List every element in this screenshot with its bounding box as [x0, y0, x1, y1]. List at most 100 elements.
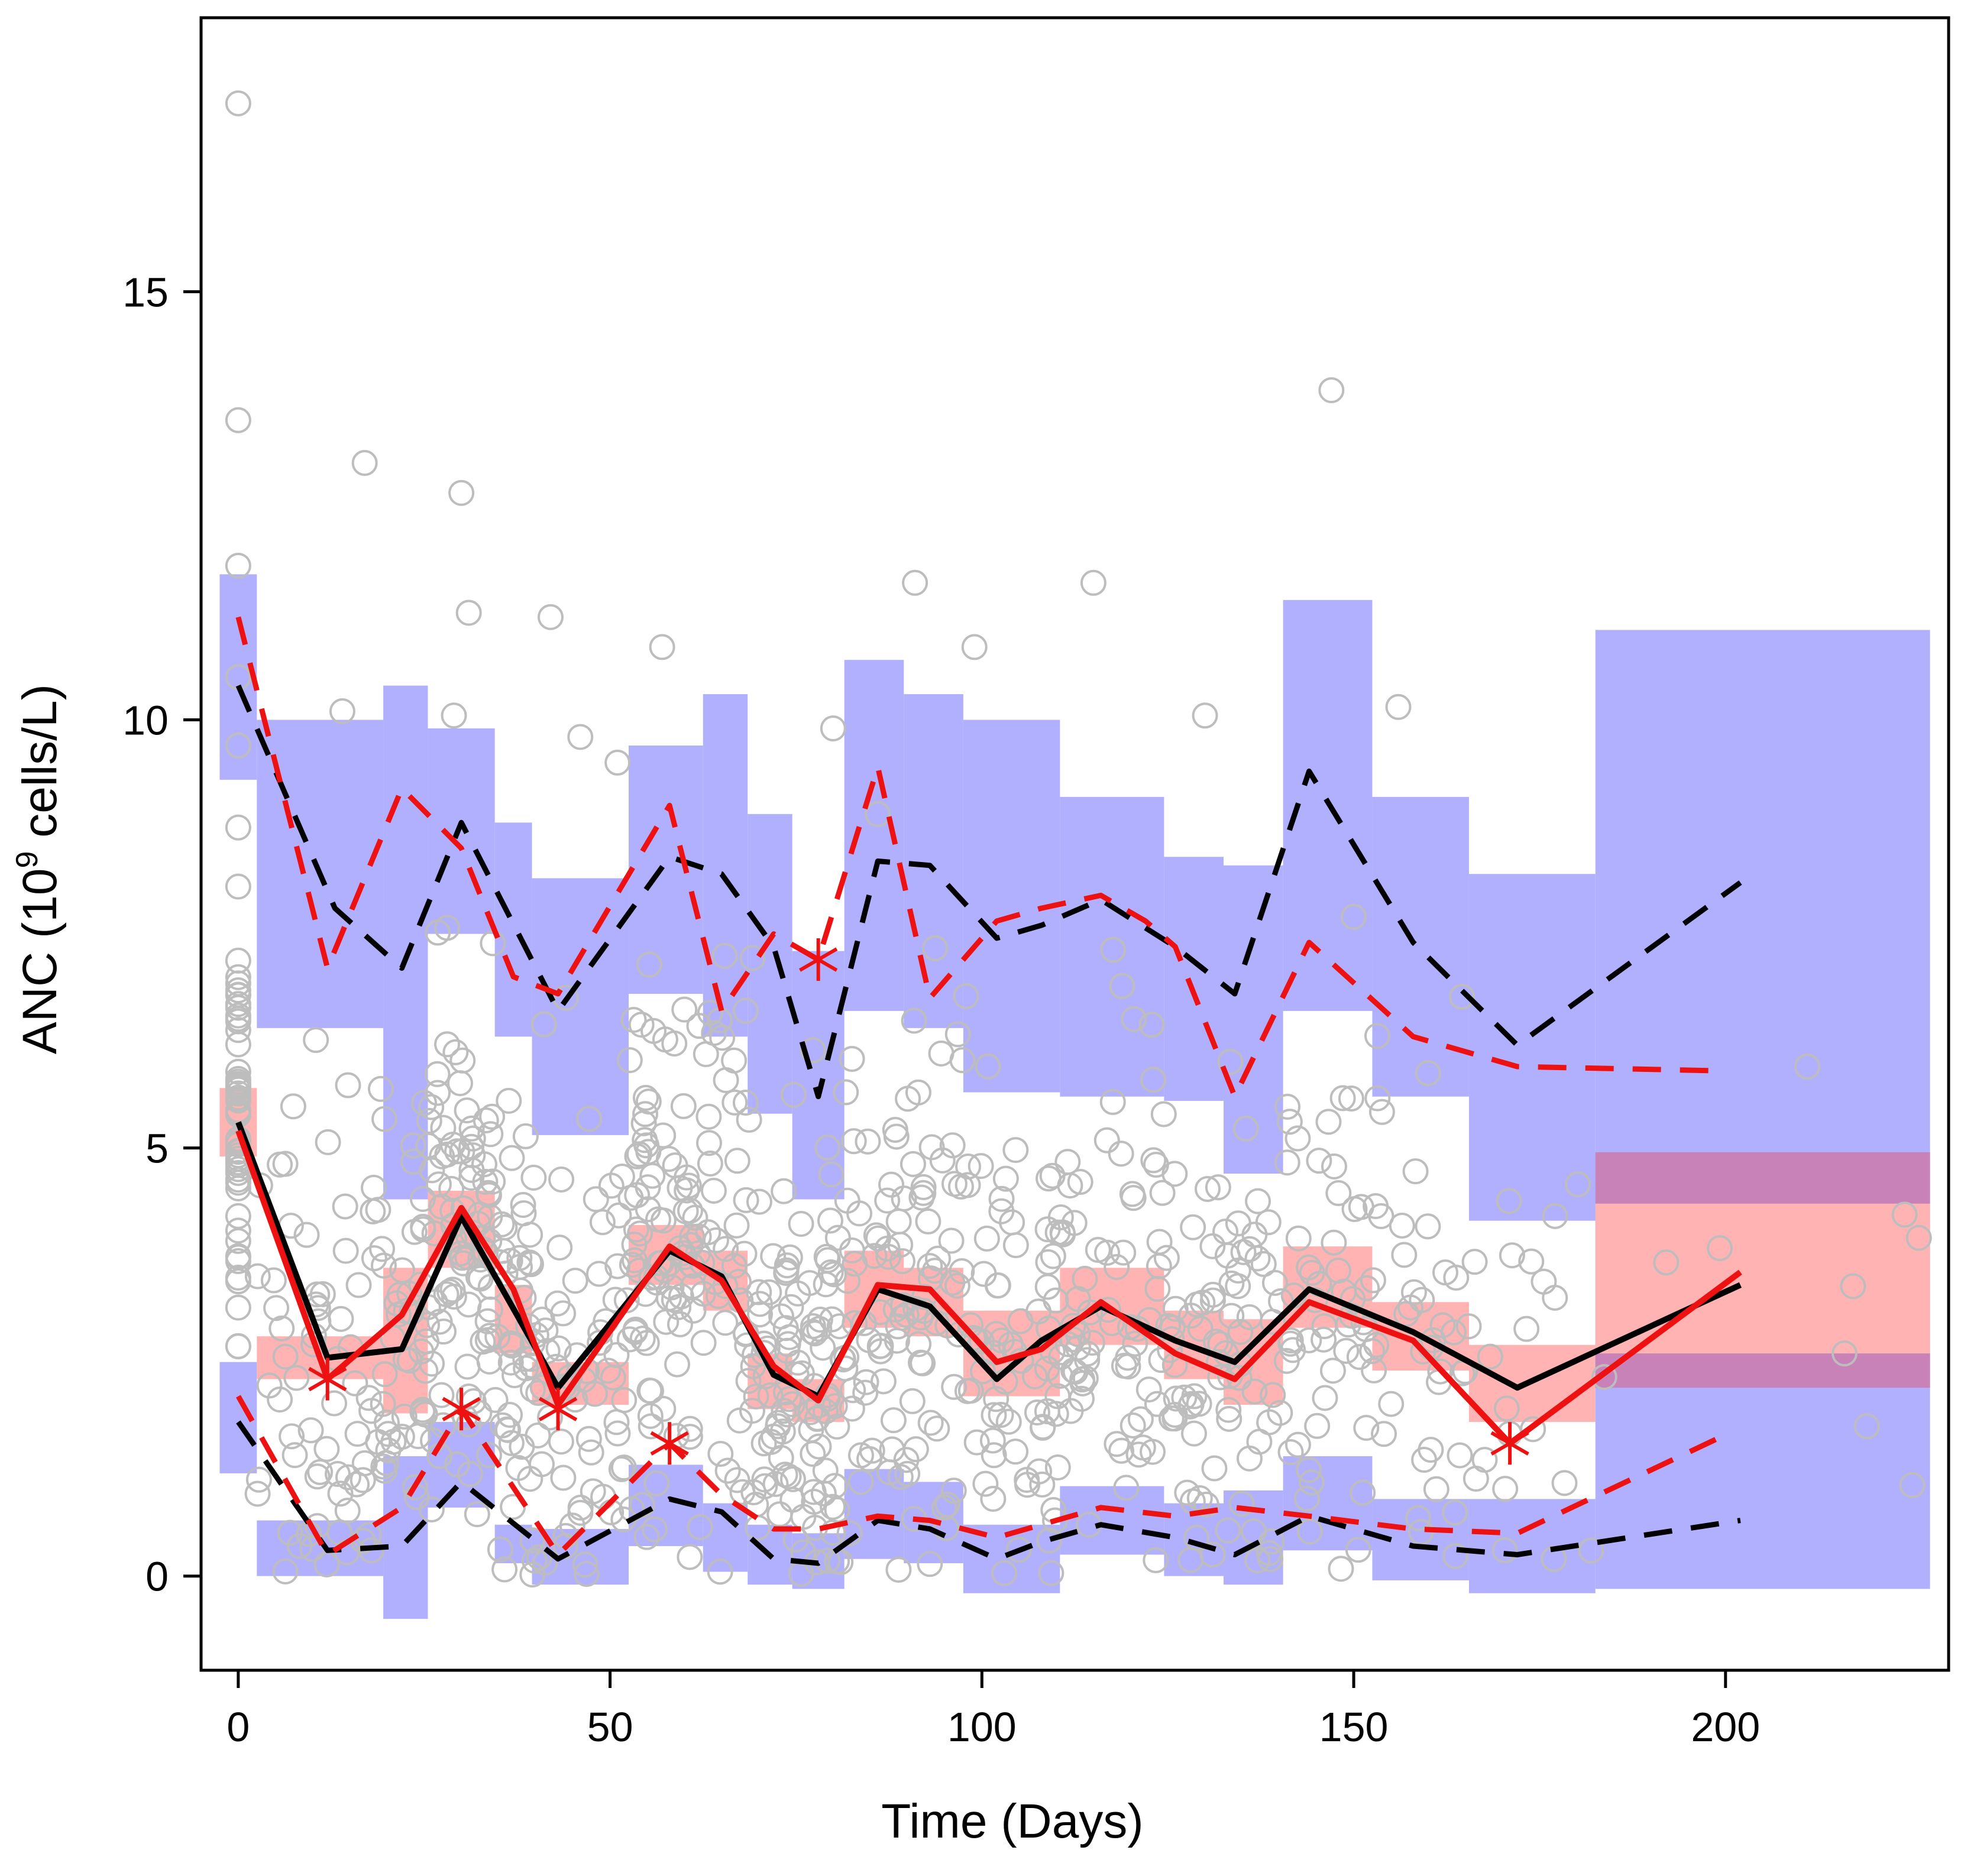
axes: 0 50 100 150 200 0 5 10 15 [122, 269, 1760, 1750]
observed-point [1161, 1401, 1188, 1428]
observed-point [447, 1070, 474, 1097]
observed-point [979, 1427, 1006, 1454]
observed-point [988, 1198, 1015, 1224]
observed-point [454, 1353, 481, 1380]
observed-point [1099, 1088, 1126, 1115]
observed-point [1364, 1085, 1391, 1112]
observed-point [263, 1295, 290, 1321]
observed-point [499, 1145, 525, 1171]
observed-point [622, 1318, 648, 1345]
observed-point [1108, 1437, 1135, 1464]
observed-point [1121, 1006, 1147, 1032]
observed-point [1492, 1476, 1519, 1502]
outlier-asterisk [1490, 1422, 1529, 1465]
observed-point [1361, 1357, 1387, 1383]
observed-point [525, 1422, 551, 1449]
upper-pi-band-2 [383, 685, 428, 1200]
observed-point [519, 1527, 546, 1554]
observed-point [666, 1311, 693, 1337]
observed-point [901, 1007, 927, 1034]
upper-pi-band-6 [629, 745, 703, 994]
observed-point [467, 1265, 494, 1292]
observed-point [1302, 1287, 1328, 1313]
observed-point [365, 1197, 391, 1223]
observed-point [473, 1107, 499, 1134]
observed-point [917, 1410, 944, 1436]
observed-point [1315, 1109, 1342, 1135]
observed-point [1891, 1201, 1918, 1228]
observed-point [921, 1258, 948, 1284]
observed-point [988, 1185, 1015, 1212]
series-line-2 [236, 1420, 1741, 1566]
observed-point [369, 1236, 396, 1262]
observed-point [464, 1501, 490, 1528]
observed-point [931, 1494, 957, 1521]
observed-point [650, 1395, 677, 1422]
observed-point [790, 1504, 817, 1530]
observed-point [482, 1386, 509, 1413]
observed-point [1513, 1316, 1540, 1342]
observed-point [736, 1106, 762, 1133]
observed-point [768, 1303, 795, 1330]
observed-point [497, 1402, 523, 1428]
observed-point [1057, 1398, 1084, 1424]
observed-point [225, 1203, 251, 1229]
observed-point [329, 698, 355, 725]
observed-point [910, 1174, 937, 1200]
observed-point [546, 1235, 573, 1261]
observed-point [1021, 1363, 1048, 1390]
observed-point [766, 1501, 793, 1528]
observed-point [1304, 1412, 1331, 1439]
observed-point [1241, 1221, 1268, 1248]
observed-point [351, 450, 378, 477]
observed-point [350, 1467, 376, 1493]
observed-point [225, 90, 251, 116]
observed-point [711, 942, 738, 969]
observed-point [595, 1357, 622, 1384]
observed-point [629, 1492, 655, 1518]
observed-point [1551, 1470, 1578, 1496]
observed-point [1321, 1153, 1347, 1180]
observed-point [1311, 1313, 1338, 1340]
observed-point [1831, 1340, 1858, 1367]
observed-point [1113, 1475, 1140, 1501]
observed-point [1029, 1471, 1056, 1498]
observed-point [697, 1151, 723, 1177]
observed-point [1038, 1560, 1064, 1586]
observed-point [1199, 1541, 1226, 1568]
observed-point [834, 1187, 860, 1214]
observed-point [1389, 1212, 1415, 1239]
observed-point [1329, 1085, 1356, 1112]
observed-point [1217, 1048, 1244, 1075]
observed-point [988, 1401, 1014, 1428]
observed-point [944, 1021, 971, 1048]
observed-point [1014, 1466, 1040, 1493]
observed-point [821, 1473, 848, 1499]
observed-point [1041, 1507, 1068, 1534]
observed-point [713, 1236, 739, 1262]
observed-point [225, 964, 251, 990]
observed-point [272, 1343, 299, 1370]
plot-frame [199, 16, 1950, 1672]
observed-point [225, 873, 251, 900]
observed-point [1520, 1416, 1546, 1443]
observed-point [519, 1376, 546, 1403]
observed-point [671, 996, 698, 1023]
observed-point [820, 1519, 846, 1546]
observed-point [852, 1379, 879, 1406]
observed-point [638, 1413, 664, 1440]
observed-point [458, 1165, 485, 1191]
observed-point [687, 1514, 713, 1540]
observed-point [1274, 1149, 1300, 1176]
outlier-stroke [650, 1431, 689, 1456]
observed-point [707, 1559, 733, 1585]
observed-point [779, 1466, 806, 1492]
observed-point [1274, 1093, 1301, 1120]
observed-point [409, 1185, 436, 1212]
observed-point [1199, 1233, 1226, 1259]
observed-point [652, 1026, 678, 1053]
observed-point [842, 1250, 868, 1277]
outlier-asterisk [650, 1422, 689, 1465]
observed-point [434, 915, 461, 941]
observed-point [371, 1106, 398, 1132]
